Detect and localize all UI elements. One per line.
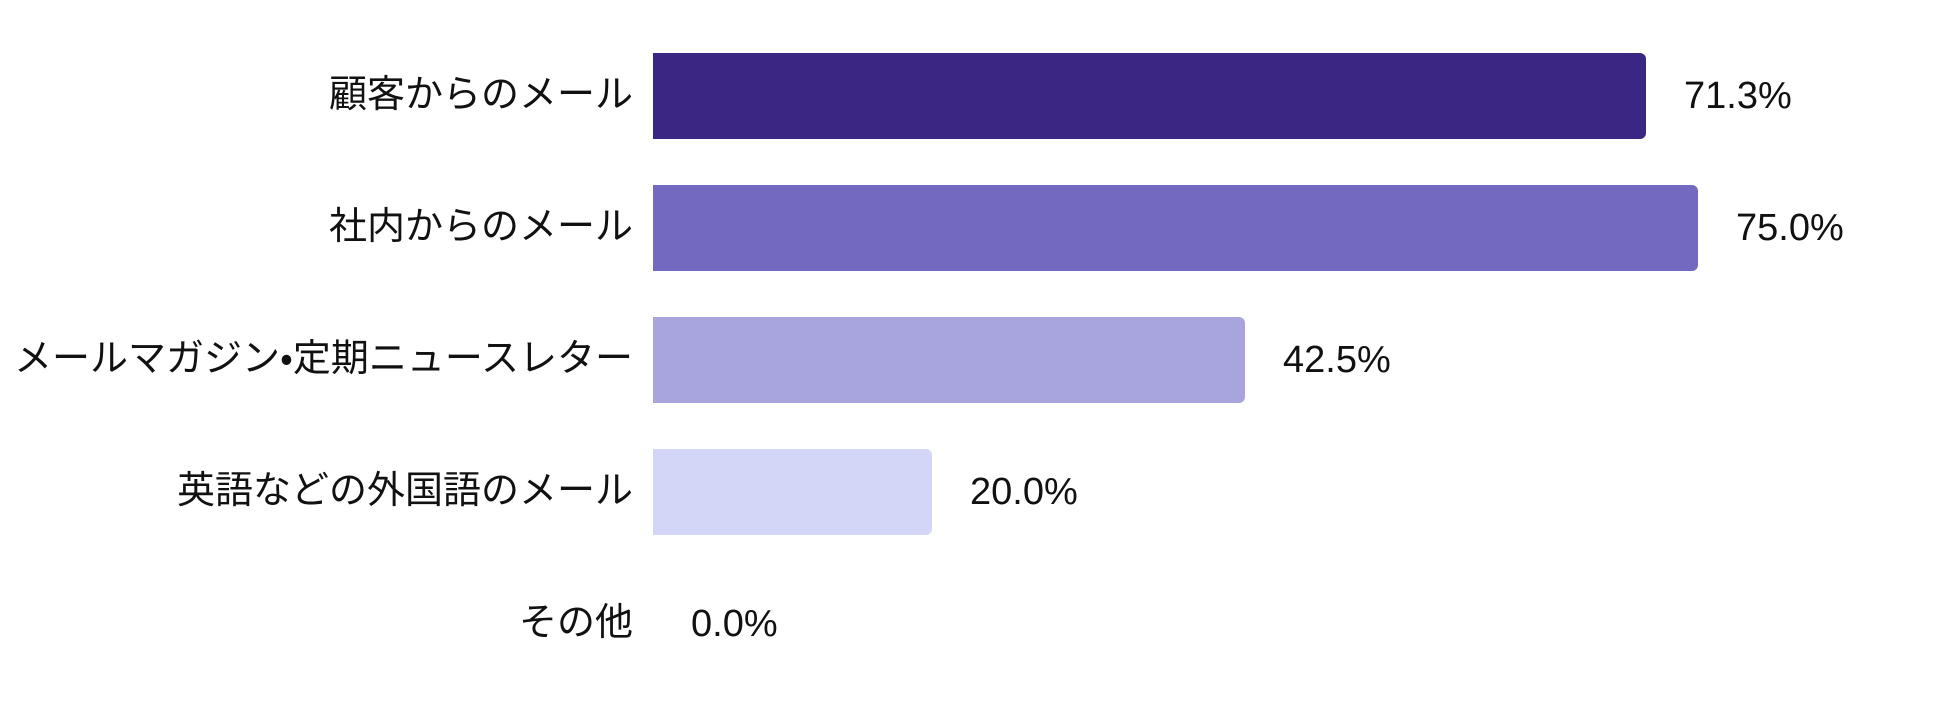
bar-track: 20.0% — [653, 426, 1950, 558]
chart-row: その他 0.0% — [0, 558, 1950, 690]
value-label: 42.5% — [1283, 338, 1391, 381]
bar-track: 0.0% — [653, 558, 1950, 690]
value-label: 71.3% — [1684, 74, 1792, 117]
bar-track: 71.3% — [653, 30, 1950, 162]
bar — [653, 185, 1698, 271]
chart-rows: 顧客からのメール 71.3% 社内からのメール 75.0% メールマガジン・定期ニュース… — [0, 30, 1950, 690]
value-label: 20.0% — [970, 470, 1078, 513]
bar-track: 42.5% — [653, 294, 1950, 426]
category-label: 英語などの外国語のメール — [176, 470, 633, 513]
value-label: 0.0% — [691, 602, 778, 645]
chart-row: 顧客からのメール 71.3% — [0, 30, 1950, 162]
bar — [653, 449, 932, 535]
category-label: その他 — [518, 602, 633, 645]
bar-track: 75.0% — [653, 162, 1950, 294]
bar — [653, 53, 1646, 139]
value-label: 75.0% — [1736, 206, 1844, 249]
category-label: 顧客からのメール — [328, 74, 633, 117]
chart-row: メールマガジン・定期ニュースレター 42.5% — [0, 294, 1950, 426]
chart-row: 英語などの外国語のメール 20.0% — [0, 426, 1950, 558]
category-label: 社内からのメール — [328, 206, 633, 249]
chart-row: 社内からのメール 75.0% — [0, 162, 1950, 294]
category-label: メールマガジン・定期ニュースレター — [13, 338, 633, 381]
bar — [653, 317, 1245, 403]
